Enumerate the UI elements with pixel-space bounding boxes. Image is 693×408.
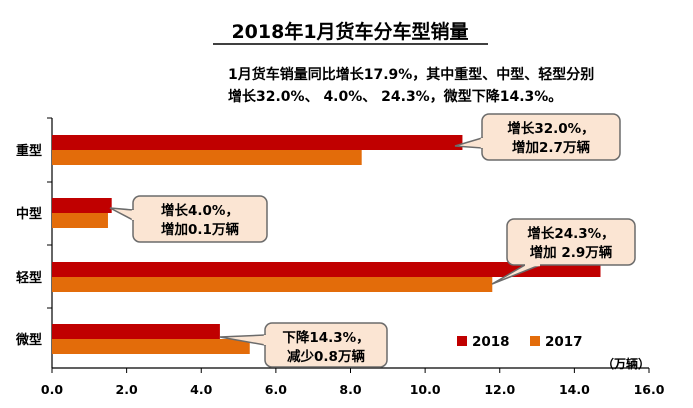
annotation-callout: 增长4.0%， 增加0.1万辆	[109, 195, 268, 243]
category-label: 重型	[16, 143, 42, 159]
x-tick-label: 8.0	[339, 382, 361, 397]
bar-2018-1	[52, 198, 112, 213]
callout-pointer	[109, 207, 134, 222]
callout-text: 增长32.0%，	[507, 120, 594, 137]
bar-2018-2	[52, 262, 601, 277]
legend-swatch-2017	[530, 336, 540, 346]
callout-box	[481, 113, 621, 161]
x-tick-label: 6.0	[265, 382, 287, 397]
chart-title: 2018年1月货车分车型销量	[231, 20, 468, 43]
category-label: 微型	[15, 332, 42, 348]
x-tick-labels: 0.0 2.0 4.0 6.0 8.0 10.0 12.0 14.0 16.0	[41, 382, 665, 397]
bars-group	[52, 135, 601, 354]
x-tick-label: 2.0	[116, 382, 138, 397]
x-tick-label: 0.0	[41, 382, 63, 397]
bar-2018-0	[52, 135, 463, 150]
callout-text: 增加 2.9万辆	[530, 244, 613, 261]
bar-2017-0	[52, 150, 362, 165]
callout-box	[506, 218, 636, 266]
callout-text: 下降14.3%，	[282, 329, 369, 346]
callout-text: 减少0.8万辆	[287, 348, 365, 365]
legend-label-2017: 2017	[545, 334, 583, 350]
bar-2018-3	[52, 324, 220, 339]
x-tick-label: 12.0	[484, 382, 515, 397]
callout-text: 增加2.7万辆	[512, 139, 590, 156]
bar-2017-3	[52, 339, 250, 354]
bar-2017-1	[52, 213, 108, 228]
legend-label-2018: 2018	[472, 334, 510, 350]
callout-text: 增长24.3%，	[527, 225, 614, 242]
x-tick-label: 16.0	[634, 382, 665, 397]
callout-text: 增长4.0%，	[161, 202, 239, 219]
subtitle-line-2: 增长32.0%、 4.0%、 24.3%，微型下降14.3%。	[228, 88, 562, 105]
legend: 2018 2017	[457, 334, 583, 350]
x-tick-label: 10.0	[410, 382, 441, 397]
annotation-callout: 增长32.0%， 增加2.7万辆	[454, 113, 621, 161]
annotation-callout: 增长24.3%， 增加 2.9万辆	[491, 218, 636, 285]
bar-2017-2	[52, 277, 493, 292]
subtitle-line-1: 1月货车销量同比增长17.9%，其中重型、中型、轻型分别	[228, 66, 594, 83]
x-tick-label: 4.0	[190, 382, 212, 397]
x-tick-label: 14.0	[559, 382, 590, 397]
unit-label: （万辆）	[602, 356, 650, 371]
legend-swatch-2018	[457, 336, 467, 346]
category-label: 轻型	[16, 270, 42, 286]
callout-text: 增加0.1万辆	[161, 221, 239, 238]
category-label: 中型	[16, 206, 42, 222]
annotation-callout: 下降14.3%， 减少0.8万辆	[219, 322, 388, 368]
